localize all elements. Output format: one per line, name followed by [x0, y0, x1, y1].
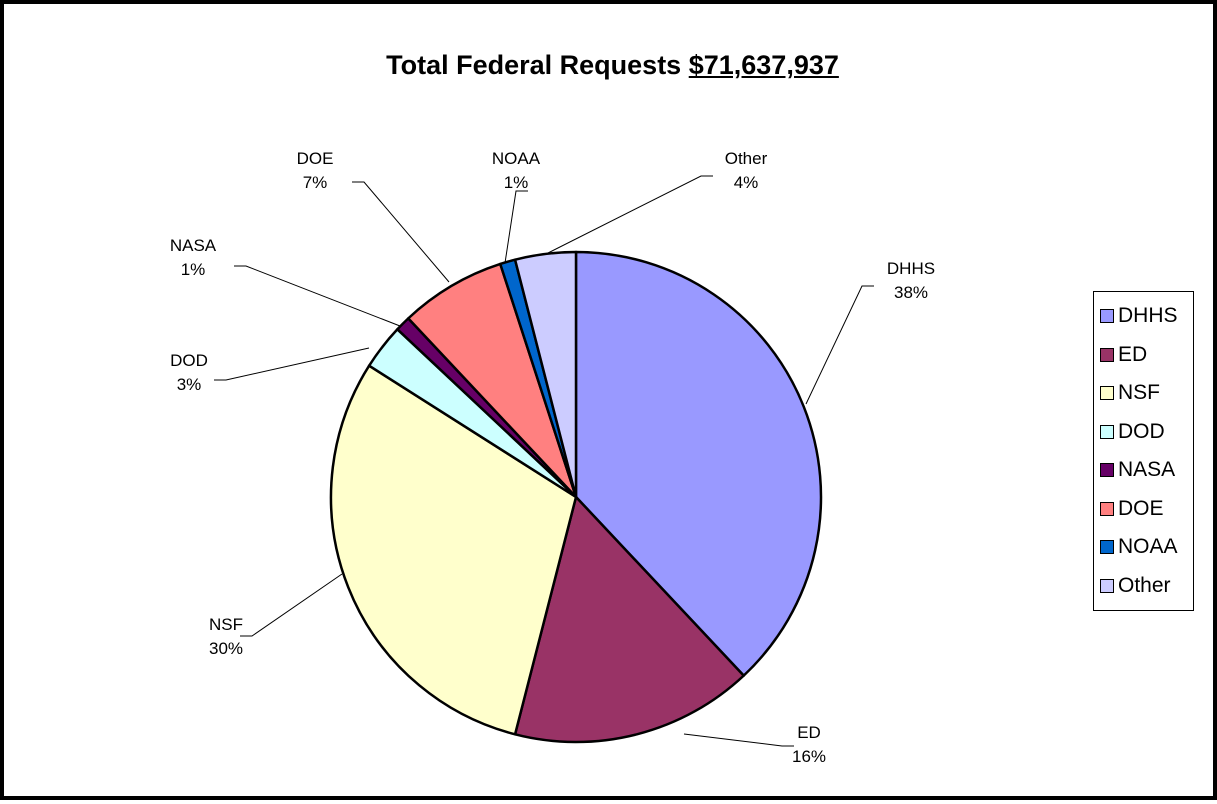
legend-item-dhhs: DHHS — [1100, 297, 1193, 336]
data-label-category-nasa: NASA — [170, 236, 217, 255]
leader-line-noaa — [504, 190, 528, 264]
data-label-category-doe: DOE — [297, 149, 334, 168]
data-label-category-dhhs: DHHS — [887, 259, 935, 278]
legend-item-ed: ED — [1100, 336, 1193, 375]
data-label-category-nsf: NSF — [209, 615, 243, 634]
data-label-percent-dod: 3% — [177, 375, 202, 394]
legend-label: Other — [1118, 573, 1171, 597]
chart-title: Total Federal Requests $71,637,937 — [4, 50, 1217, 81]
data-label-percent-dhhs: 38% — [894, 283, 928, 302]
legend-label: DOD — [1118, 419, 1165, 443]
leader-line-dhhs — [805, 285, 874, 405]
legend-swatch — [1100, 501, 1114, 516]
pie-slice-ed — [513, 495, 745, 744]
leader-line-other — [545, 175, 713, 255]
data-label-percent-nsf: 30% — [209, 639, 243, 658]
data-label-percent-nasa: 1% — [181, 260, 206, 279]
data-label-category-noaa: NOAA — [492, 149, 541, 168]
chart-title-amount: $71,637,937 — [688, 50, 839, 80]
leader-line-nasa — [234, 265, 401, 327]
legend-item-doe: DOE — [1100, 490, 1193, 529]
legend-label: NSF — [1118, 381, 1160, 405]
legend-swatch — [1100, 463, 1114, 478]
legend-item-nasa: NASA — [1100, 451, 1193, 490]
legend-label: DHHS — [1118, 304, 1178, 328]
legend-label: DOE — [1118, 496, 1164, 520]
data-label-category-ed: ED — [797, 723, 821, 742]
data-label-percent-doe: 7% — [303, 173, 328, 192]
chart-legend: DHHS ED NSF DOD NASA DOE NOAA Other — [1093, 291, 1194, 611]
pie-chart: DHHS 38% ED 16% NSF 30% DOD 3% NASA 1% DOE 7% NOAA 1%… — [170, 149, 935, 766]
leader-line-doe — [352, 181, 450, 283]
legend-swatch — [1100, 347, 1114, 362]
pie-slice-other — [513, 250, 578, 499]
data-label-percent-noaa: 1% — [504, 173, 529, 192]
leader-line-nsf — [240, 573, 343, 637]
chart-title-text: Total Federal Requests — [386, 50, 682, 80]
legend-swatch — [1100, 309, 1114, 324]
pie-slice-dhhs — [574, 250, 823, 677]
legend-swatch — [1100, 540, 1114, 555]
data-label-percent-ed: 16% — [792, 747, 826, 766]
legend-item-other: Other — [1100, 567, 1193, 606]
legend-swatch — [1100, 386, 1114, 401]
legend-label: NOAA — [1118, 535, 1178, 559]
legend-item-dod: DOD — [1100, 413, 1193, 452]
leader-line-dod — [214, 347, 370, 381]
legend-label: ED — [1118, 342, 1148, 366]
legend-label: NASA — [1118, 458, 1176, 482]
legend-swatch — [1100, 578, 1114, 593]
legend-swatch — [1100, 424, 1114, 439]
pie-slice-doe — [407, 262, 578, 499]
data-label-category-other: Other — [725, 149, 768, 168]
data-label-percent-other: 4% — [734, 173, 759, 192]
pie-slice-nsf — [329, 364, 578, 736]
leader-line-ed — [683, 733, 794, 747]
legend-item-noaa: NOAA — [1100, 528, 1193, 567]
legend-item-nsf: NSF — [1100, 374, 1193, 413]
data-label-category-dod: DOD — [170, 351, 208, 370]
